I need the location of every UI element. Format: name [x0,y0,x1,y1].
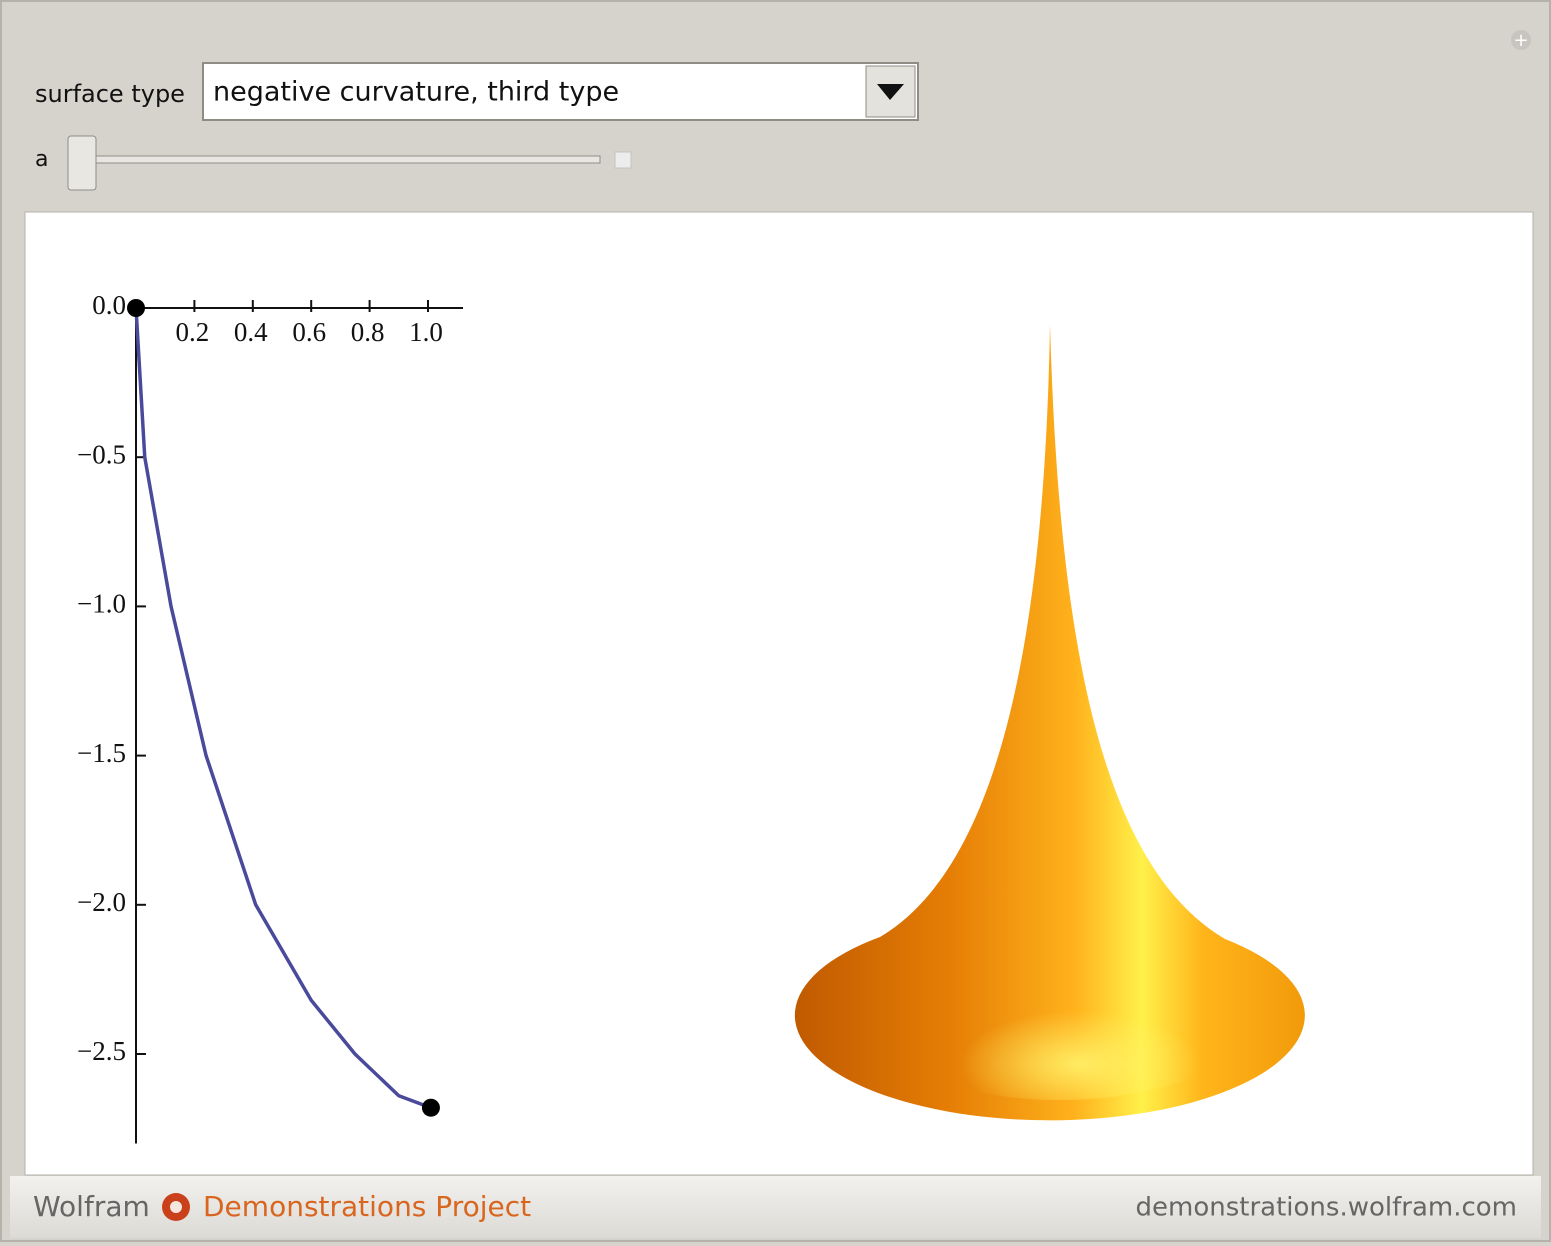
y-tick-label: −2.5 [77,1036,126,1066]
slider-label: a [35,147,48,172]
demonstration: + surface type negative curvature, third… [0,0,1551,1242]
x-tick-label: 0.2 [176,317,210,347]
x-tick-label: 0.6 [292,317,326,347]
footer-logo-center [170,1201,182,1213]
control-label: surface type [35,80,185,108]
x-tick-label: 0.4 [234,317,268,347]
endpoint [422,1099,440,1117]
y-tick-label: −1.0 [77,589,126,619]
x-tick-label: 0.8 [351,317,385,347]
surface-highlight [860,920,1260,1100]
footer-url: demonstrations.wolfram.com [1136,1193,1517,1223]
slider-plus[interactable] [615,152,631,168]
y-tick-label: −0.5 [77,439,126,469]
endpoint [127,299,145,317]
footer-brand: Wolfram [33,1190,150,1223]
slider-track [80,156,600,163]
footer-project: Demonstrations Project [203,1190,531,1223]
page: + surface type negative curvature, third… [0,0,1551,1242]
slider-thumb[interactable] [68,136,96,190]
dropdown-value: negative curvature, third type [213,77,619,108]
y-tick-label: 0.0 [92,290,126,320]
x-tick-label: 1.0 [409,317,443,347]
y-tick-label: −1.5 [77,738,126,768]
output-panel [25,212,1533,1175]
expand-plus: + [1513,30,1528,51]
y-tick-label: −2.0 [77,887,126,917]
